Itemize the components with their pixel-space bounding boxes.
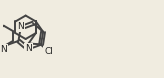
Text: Cl: Cl	[44, 46, 53, 56]
Text: N: N	[25, 44, 32, 53]
Text: N: N	[17, 22, 24, 31]
Text: S: S	[25, 43, 30, 52]
Text: N: N	[0, 45, 7, 54]
